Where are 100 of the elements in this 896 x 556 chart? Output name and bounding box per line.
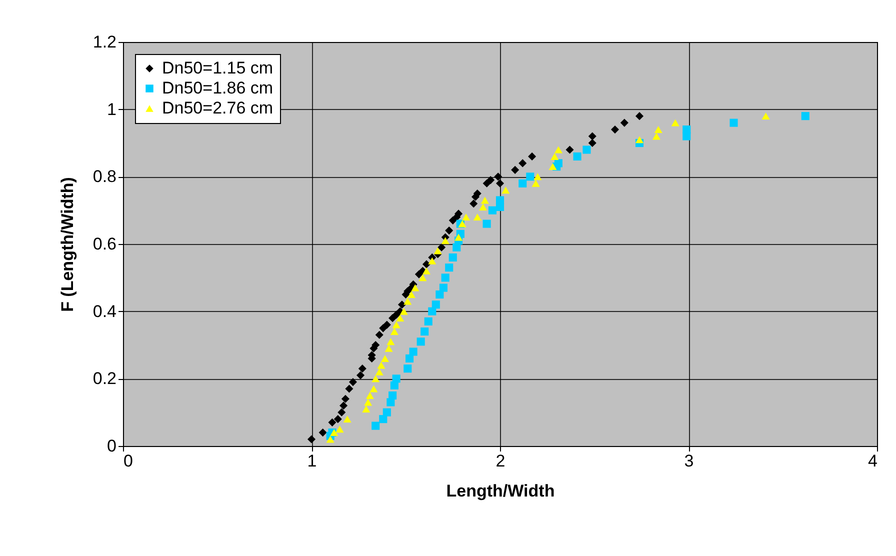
point xyxy=(470,200,478,208)
point xyxy=(532,180,540,187)
point xyxy=(362,405,370,412)
point xyxy=(588,138,596,148)
point xyxy=(439,284,448,292)
point xyxy=(372,375,380,382)
point xyxy=(635,112,644,120)
point xyxy=(534,173,542,180)
x-tick-label: 2 xyxy=(496,452,506,470)
point xyxy=(573,152,582,160)
point xyxy=(398,300,406,309)
point xyxy=(388,391,397,400)
point xyxy=(424,317,432,326)
point xyxy=(554,159,562,168)
legend-label: Dn50=1.86 cm xyxy=(162,78,274,98)
point xyxy=(372,422,380,430)
point xyxy=(428,257,436,264)
point xyxy=(382,408,391,416)
point xyxy=(375,368,384,376)
point xyxy=(682,126,691,134)
point xyxy=(801,112,810,120)
point xyxy=(462,214,470,221)
y-tick-label: 0 xyxy=(107,436,116,456)
x-tick-label: 1 xyxy=(307,452,317,470)
point xyxy=(400,308,408,315)
point xyxy=(518,179,527,188)
point xyxy=(396,314,404,322)
x-tick-label: 4 xyxy=(868,452,878,470)
point xyxy=(620,118,628,127)
point xyxy=(328,418,336,426)
point xyxy=(554,146,562,154)
point xyxy=(494,172,502,181)
y-tick-label: 0.6 xyxy=(92,234,116,254)
point xyxy=(379,324,388,332)
point xyxy=(377,362,386,369)
point xyxy=(610,126,620,134)
point xyxy=(343,416,352,423)
point xyxy=(488,206,496,214)
point xyxy=(375,330,384,339)
point xyxy=(441,237,450,244)
point xyxy=(582,146,591,154)
point xyxy=(548,163,557,170)
point xyxy=(480,196,489,204)
point xyxy=(671,119,680,126)
point xyxy=(496,179,504,188)
y-tick-label: 0.4 xyxy=(92,302,116,321)
point xyxy=(382,320,391,329)
point xyxy=(448,253,457,262)
x-tick-label: 3 xyxy=(684,452,694,470)
point xyxy=(482,179,491,188)
point xyxy=(336,426,344,433)
point xyxy=(566,146,574,154)
point xyxy=(511,166,520,174)
point xyxy=(445,226,454,235)
point xyxy=(340,402,348,410)
point xyxy=(420,328,429,336)
point xyxy=(432,300,440,309)
point xyxy=(428,307,436,316)
point xyxy=(345,384,354,393)
point xyxy=(441,274,450,282)
point xyxy=(386,338,395,346)
point xyxy=(518,159,527,168)
point xyxy=(380,354,390,362)
point xyxy=(445,264,454,272)
point xyxy=(366,392,374,399)
point xyxy=(364,398,372,406)
y-tick-label: 1 xyxy=(107,100,116,119)
point xyxy=(404,298,412,305)
point xyxy=(411,284,420,292)
point xyxy=(356,371,365,380)
point xyxy=(654,126,662,134)
point xyxy=(384,344,393,352)
point xyxy=(358,364,366,373)
point xyxy=(502,186,510,194)
point xyxy=(454,234,463,241)
point xyxy=(528,152,536,160)
point xyxy=(438,243,446,252)
x-tick-label: 0 xyxy=(124,452,133,470)
point xyxy=(404,364,412,373)
point xyxy=(338,408,346,416)
point xyxy=(635,136,644,144)
point xyxy=(730,118,738,127)
point xyxy=(526,172,534,181)
point xyxy=(341,394,350,403)
point xyxy=(326,436,334,443)
point xyxy=(473,214,482,221)
point xyxy=(390,328,398,336)
point xyxy=(422,267,431,274)
y-axis-title: F (Length/Width) xyxy=(58,177,77,312)
point xyxy=(416,338,425,346)
point xyxy=(762,112,770,120)
x-axis-title: Length/Width xyxy=(446,482,555,500)
point xyxy=(434,247,442,254)
point xyxy=(392,374,400,383)
point xyxy=(348,378,357,386)
point xyxy=(407,291,416,298)
point xyxy=(418,274,427,282)
point xyxy=(409,348,418,356)
point xyxy=(496,196,504,204)
point xyxy=(482,220,491,228)
